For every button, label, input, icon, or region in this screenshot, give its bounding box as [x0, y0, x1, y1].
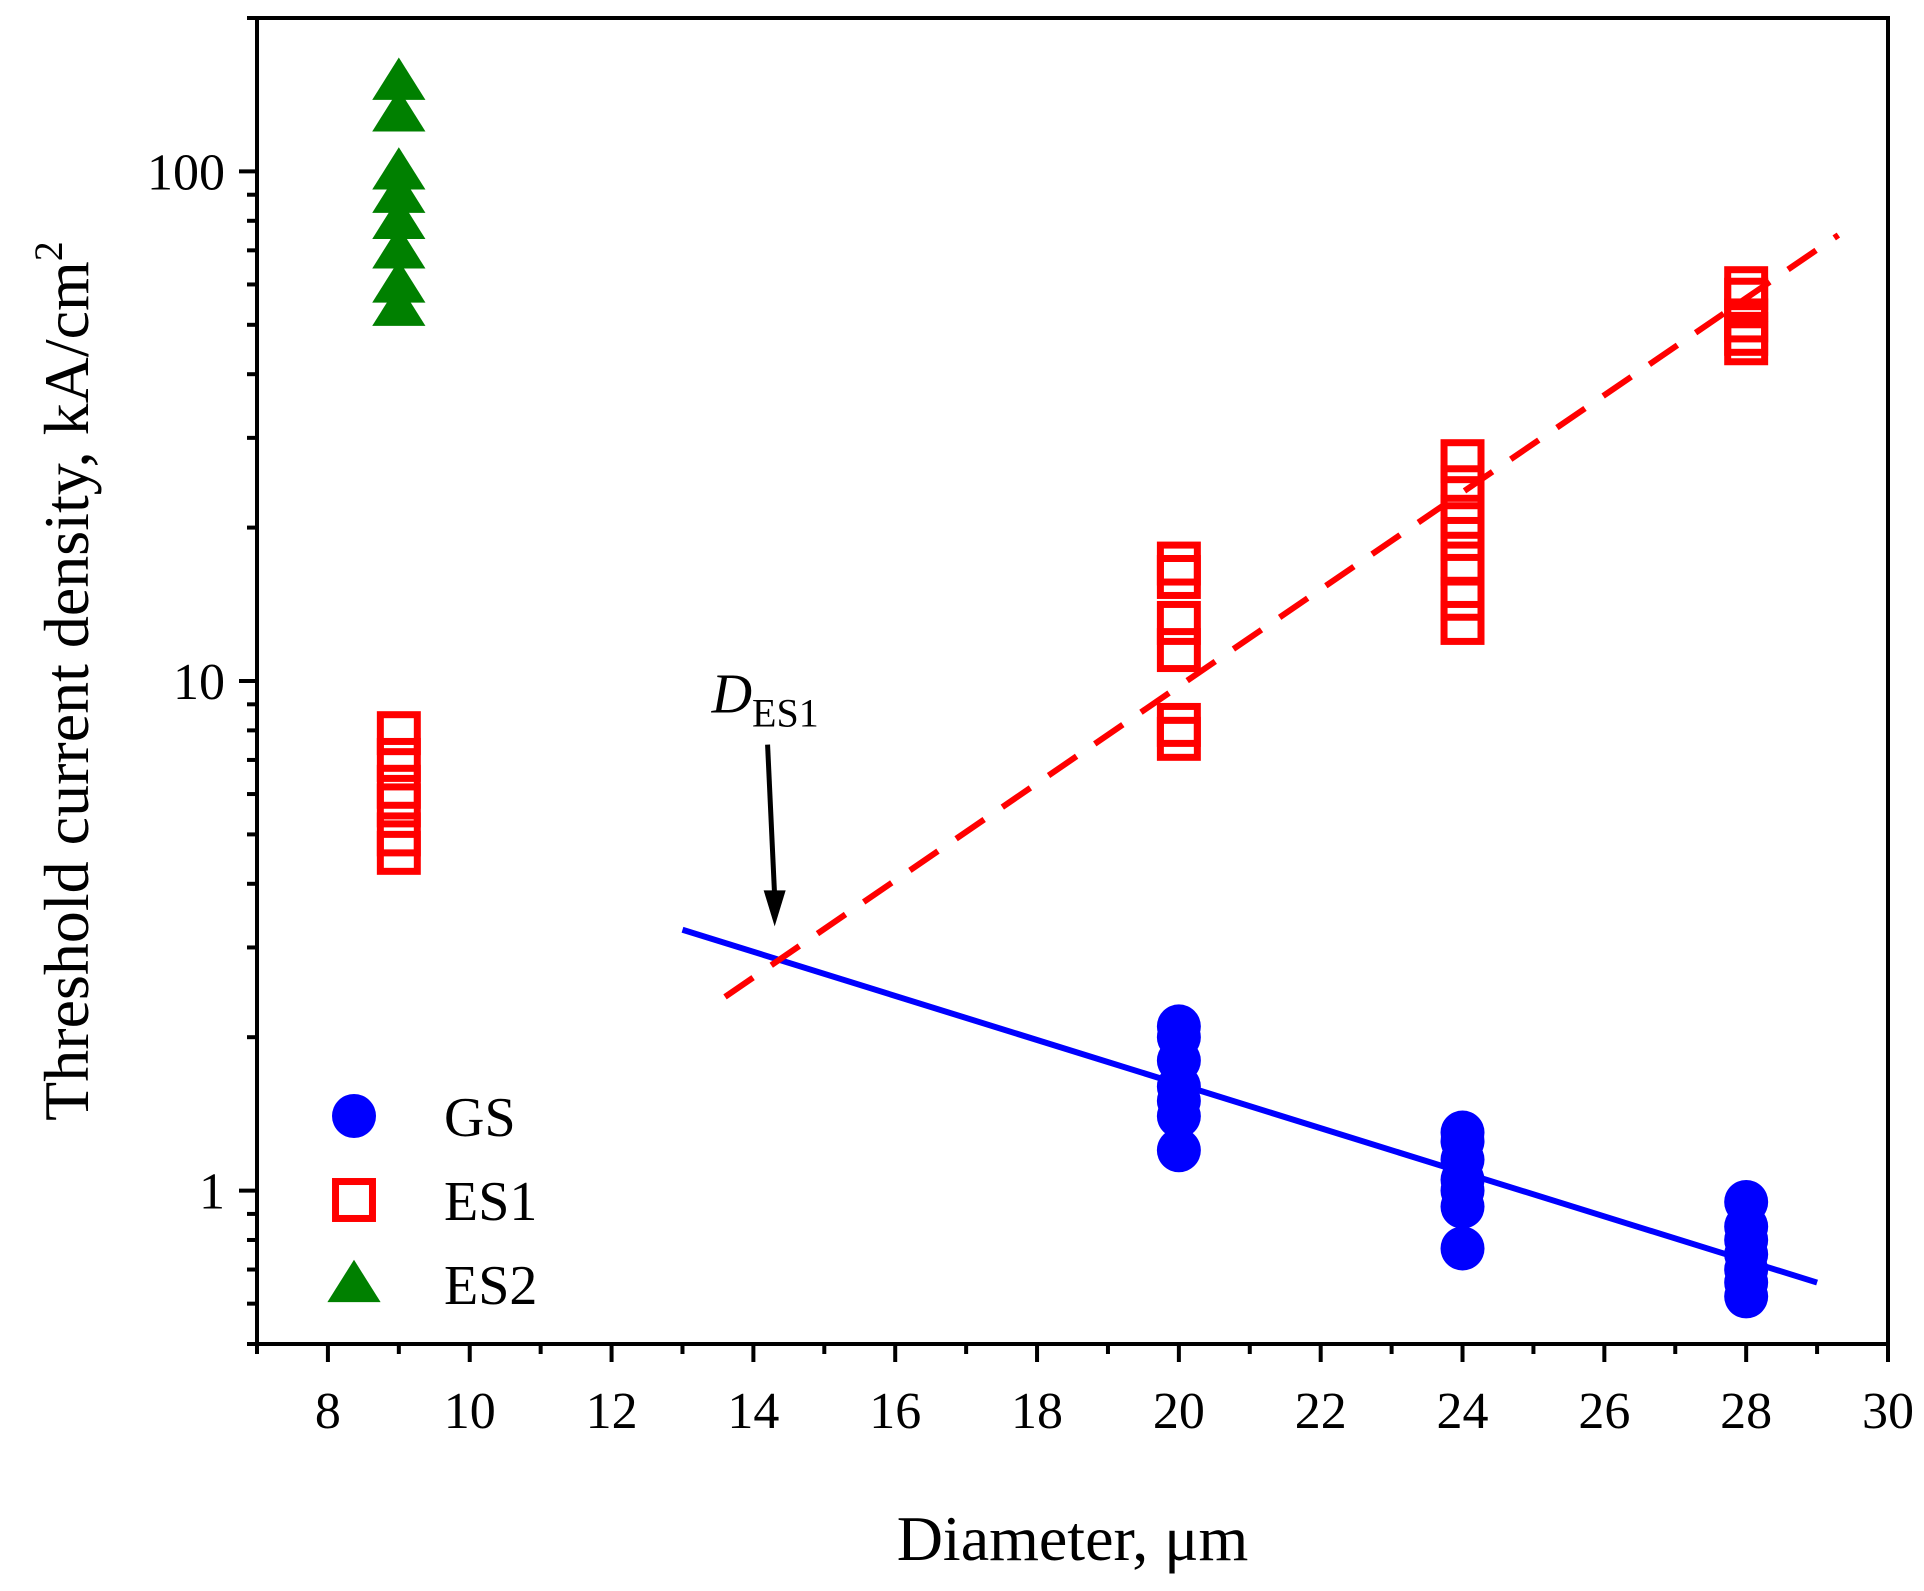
data-point-es1-7	[1156, 702, 1201, 747]
x-tick-label: 20	[1153, 1383, 1205, 1440]
x-tick-label: 8	[315, 1383, 341, 1440]
annotation-label-main: D	[711, 664, 752, 726]
data-point-es2-2	[372, 226, 426, 269]
legend-marker-es1	[332, 1178, 376, 1222]
data-point-es2-1	[372, 260, 426, 303]
data-point-es1-8	[1156, 628, 1201, 673]
legend: GS ES1 ES2	[327, 1087, 537, 1317]
data-point-es1-3	[376, 764, 421, 809]
x-tick-label: 24	[1437, 1383, 1489, 1440]
data-point-es1-19	[1724, 321, 1769, 366]
x-tick-label: 14	[727, 1383, 779, 1440]
x-tick-label: 16	[869, 1383, 921, 1440]
data-point-es1-13	[1440, 576, 1485, 621]
data-point-gs-6	[1156, 1004, 1201, 1049]
legend-label-es1: ES1	[444, 1171, 537, 1233]
y-tick-label: 1	[199, 1164, 225, 1221]
data-points	[372, 57, 1769, 1319]
data-point-es1-1	[376, 812, 421, 857]
x-tick-label: 26	[1578, 1383, 1630, 1440]
data-point-gs-7	[1440, 1226, 1485, 1271]
annotation-arrow-head	[763, 890, 786, 927]
legend-marker-gs	[332, 1094, 376, 1138]
data-point-es2-5	[372, 147, 426, 190]
data-point-es2-6	[372, 89, 426, 132]
x-tick-label: 30	[1862, 1383, 1914, 1440]
data-point-es2-3	[372, 196, 426, 239]
data-point-es2-7	[372, 57, 426, 100]
y-axis-title: Threshold current density, kA/cm2	[26, 241, 102, 1121]
annotation-label-subscript: ES1	[752, 691, 819, 736]
annotation: DES1	[711, 664, 819, 927]
data-point-es1-10	[1156, 555, 1201, 599]
data-point-es1-5	[376, 711, 421, 756]
data-point-gs-13	[1440, 1110, 1485, 1155]
data-point-es1-23	[1724, 266, 1769, 311]
data-point-es1-4	[376, 737, 421, 782]
axes: 8 10 12 14 16 18 20 22 24 26 28 30 1 10 100 Diameter, μ…	[26, 16, 1914, 1574]
data-point-gs-20	[1724, 1179, 1769, 1224]
annotation-arrow-shaft	[765, 744, 778, 897]
y-tick-label: 100	[147, 144, 225, 201]
fit-line-0	[681, 926, 1818, 1286]
y-axis-title-superscript: 2	[26, 241, 71, 261]
x-tick-label: 10	[444, 1383, 496, 1440]
data-point-es1-11	[1156, 541, 1201, 586]
data-point-es1-6	[1156, 716, 1201, 761]
x-axis-title: Diameter, μm	[897, 1503, 1249, 1574]
legend-label-gs: GS	[444, 1087, 516, 1149]
y-tick-label: 10	[173, 654, 225, 711]
fit-lines	[681, 232, 1841, 1286]
data-point-es2-0	[372, 283, 426, 326]
data-point-gs-0	[1156, 1128, 1201, 1173]
data-point-es1-12	[1440, 600, 1485, 645]
legend-label-es2: ES2	[444, 1255, 537, 1317]
x-tick-label: 12	[586, 1383, 638, 1440]
data-point-es1-17	[1440, 465, 1485, 510]
data-point-es1-18	[1440, 439, 1485, 484]
annotation-label: DES1	[711, 664, 819, 736]
y-axis-title-text: Threshold current density, kA/cm	[31, 261, 102, 1121]
data-point-es1-15	[1440, 516, 1485, 561]
data-point-es1-9	[1156, 600, 1201, 645]
data-point-es1-16	[1440, 494, 1485, 539]
legend-marker-es2	[327, 1259, 381, 1303]
x-tick-label: 28	[1720, 1383, 1772, 1440]
data-point-es2-4	[372, 170, 426, 213]
data-point-es1-14	[1440, 541, 1485, 586]
x-tick-label: 18	[1011, 1383, 1063, 1440]
fit-line-1	[723, 232, 1841, 1000]
x-tick-label: 22	[1295, 1383, 1347, 1440]
